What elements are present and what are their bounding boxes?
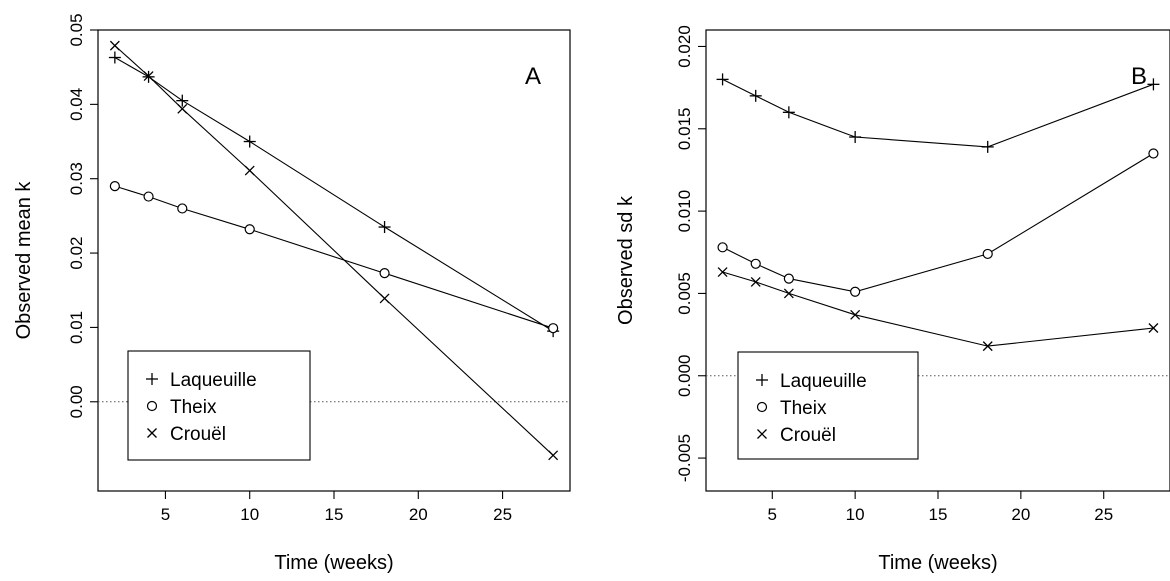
y-axis-title: Observed sd k: [615, 195, 637, 325]
legend: Laqueuille Theix Crouël: [127, 350, 311, 461]
x-tick-label: 25: [493, 505, 512, 524]
panel-B: 5 10 15 20 25 -0.005 0.000 0.005 0.010 0.015 0.020…: [615, 25, 1170, 574]
data-point-croul-b: [109, 40, 120, 51]
data-point-croul-b: [750, 276, 761, 287]
data-point-croul-b: [143, 71, 154, 82]
legend-label-laqueuille: Laqueuille: [170, 370, 257, 391]
data-point-croul-b: [982, 341, 993, 352]
data-point-theix-ring: [717, 242, 728, 253]
x-tick-label: 20: [409, 505, 428, 524]
series-line-croul: [722, 271, 1154, 347]
data-point-theix-ring: [982, 248, 993, 260]
y-tick-label: 0.020: [675, 25, 694, 68]
legend-marker-theix-ring: [756, 401, 768, 413]
data-point-croul-b: [244, 165, 255, 176]
y-tick-label: 0.000: [675, 354, 694, 397]
series-croul: [717, 267, 1159, 352]
series-laqueuille: [716, 73, 1160, 153]
panel-label: B: [1131, 63, 1147, 90]
x-tick-label: 10: [846, 505, 865, 524]
x-tick-label: 5: [768, 505, 777, 524]
data-point-croul-b: [548, 450, 559, 461]
y-tick-label: 0.04: [67, 88, 86, 121]
data-point-theix-ring: [109, 181, 120, 192]
series-theix: [109, 181, 559, 334]
x-tick-label: 5: [161, 505, 170, 524]
series-theix: [717, 148, 1159, 297]
data-point-theix-ring: [177, 203, 188, 214]
data-point-theix-ring: [548, 323, 559, 334]
y-tick-label: 0.010: [675, 190, 694, 233]
y-tick-label: 0.00: [67, 385, 86, 418]
x-axis-title: Time (weeks): [878, 552, 997, 574]
series-line-theix: [722, 153, 1154, 293]
legend-label-croul: Crouël: [780, 425, 836, 446]
data-point-theix-ring: [244, 224, 255, 235]
data-point-croul-b: [717, 267, 728, 277]
data-point-croul-b: [850, 309, 861, 320]
data-point-croul-b: [783, 288, 794, 299]
legend-label-croul: Crouël: [170, 424, 226, 445]
legend: Laqueuille Theix Crouël: [737, 351, 919, 460]
x-tick-label: 20: [1011, 505, 1030, 524]
y-tick-label: 0.02: [67, 237, 86, 270]
series-line-croul: [114, 45, 554, 456]
data-point-theix-ring: [143, 191, 154, 202]
y-tick-label: 0.01: [67, 311, 86, 344]
series-line-theix: [114, 185, 554, 329]
legend-marker-croul-b: [757, 429, 767, 439]
y-tick-label: 0.005: [675, 272, 694, 315]
data-point-theix-ring: [750, 258, 761, 269]
data-point-croul-b: [379, 293, 390, 304]
series-line-laqueuille: [114, 57, 554, 332]
y-axis-title: Observed mean k: [13, 181, 35, 340]
series-laqueuille: [108, 51, 560, 338]
data-point-theix-ring: [783, 273, 794, 284]
legend-box: [737, 351, 919, 460]
data-point-croul-b: [1148, 323, 1159, 333]
y-tick-label: -0.005: [675, 434, 694, 482]
x-tick-label: 10: [240, 505, 259, 524]
x-tick-label: 15: [325, 505, 344, 524]
y-tick-label: 0.015: [675, 108, 694, 151]
y-tick-label: 0.05: [67, 13, 86, 46]
legend-box: [127, 350, 311, 461]
y-tick-label: 0.03: [67, 162, 86, 195]
series-line-laqueuille: [722, 78, 1154, 148]
series-croul: [109, 40, 559, 461]
panel-A: 5 10 15 20 25 0.00 0.01 0.02 0.03 0.04 0.05 Time (w…: [13, 13, 571, 574]
legend-label-laqueuille: Laqueuille: [780, 371, 867, 392]
x-tick-label: 15: [929, 505, 948, 524]
data-point-theix-ring: [379, 268, 390, 279]
legend-label-theix: Theix: [170, 397, 217, 418]
x-tick-label: 25: [1094, 505, 1113, 524]
legend-marker-croul-b: [147, 428, 157, 438]
data-point-theix-ring: [1148, 148, 1159, 159]
legend-marker-theix-ring: [146, 400, 158, 412]
data-point-croul-b: [177, 103, 188, 114]
panel-label: A: [525, 63, 541, 90]
legend-label-theix: Theix: [780, 398, 827, 419]
data-point-theix-ring: [850, 286, 861, 297]
x-axis-title: Time (weeks): [274, 552, 393, 574]
